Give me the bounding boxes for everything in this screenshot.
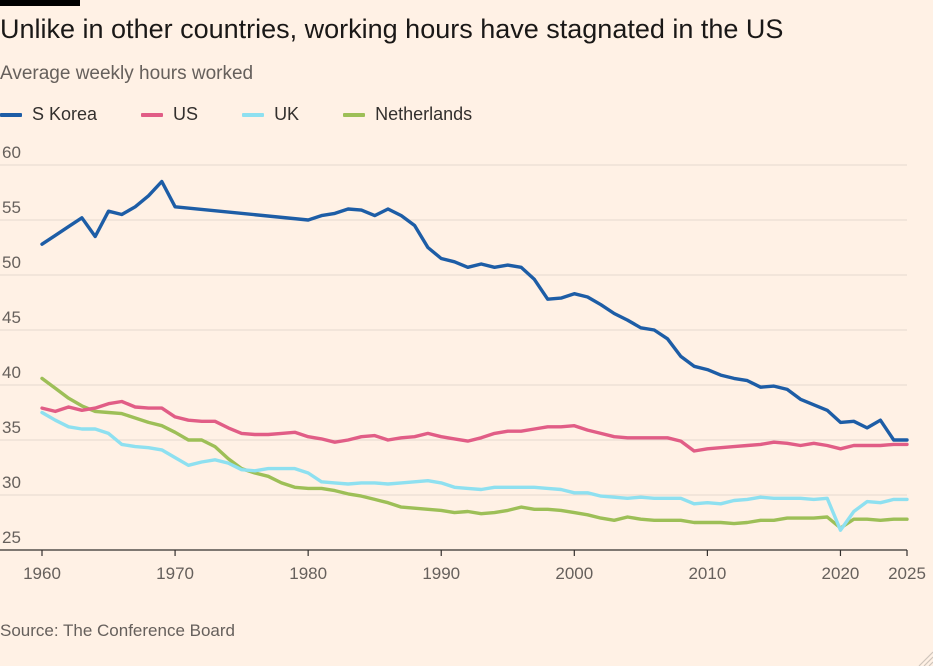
legend-label: UK [274, 104, 300, 124]
y-tick-label: 30 [2, 473, 21, 492]
legend-label: US [173, 104, 199, 124]
y-tick-label: 55 [2, 198, 21, 217]
y-tick-label: 25 [2, 528, 21, 547]
legend-swatch [141, 112, 164, 117]
series-line-uk [40, 410, 909, 532]
legend-swatch [343, 112, 366, 117]
legend-swatch [0, 112, 22, 117]
x-tick-label: 2020 [822, 564, 860, 583]
x-tick-label: 1960 [23, 564, 61, 583]
series-line-netherlands [40, 376, 909, 530]
chart-subtitle: Average weekly hours worked [0, 63, 254, 84]
legend-item-s-korea: S Korea [0, 104, 97, 125]
legend-label: S Korea [32, 104, 98, 124]
legend-item-uk: UK [242, 104, 299, 125]
x-tick-label: 1990 [422, 564, 460, 583]
y-tick-label: 35 [2, 418, 21, 437]
x-tick-label: 2025 [888, 564, 926, 583]
x-tick-label: 1970 [156, 564, 194, 583]
y-tick-label: 45 [2, 308, 21, 327]
source-note: Source: The Conference Board [0, 621, 235, 640]
resize-grip-icon [918, 651, 933, 666]
brand-bar [0, 0, 80, 6]
legend-swatch [242, 112, 265, 117]
legend-item-us: US [141, 104, 198, 125]
series-line-s-korea [40, 179, 909, 442]
legend: S Korea US UK Netherlands [0, 104, 516, 125]
y-tick-label: 60 [2, 143, 21, 162]
series-line-us [40, 399, 909, 453]
legend-label: Netherlands [375, 104, 473, 124]
y-tick-label: 50 [2, 253, 21, 272]
y-tick-label: 40 [2, 363, 21, 382]
x-tick-label: 2000 [555, 564, 593, 583]
x-tick-label: 1980 [289, 564, 327, 583]
line-chart: 25 30 35 40 45 50 55 60 1960 1970 1980 1990 2000 2010… [0, 143, 926, 583]
chart-title: Unlike in other countries, working hours… [0, 14, 784, 44]
x-tick-label: 2010 [688, 564, 726, 583]
legend-item-netherlands: Netherlands [343, 104, 472, 125]
